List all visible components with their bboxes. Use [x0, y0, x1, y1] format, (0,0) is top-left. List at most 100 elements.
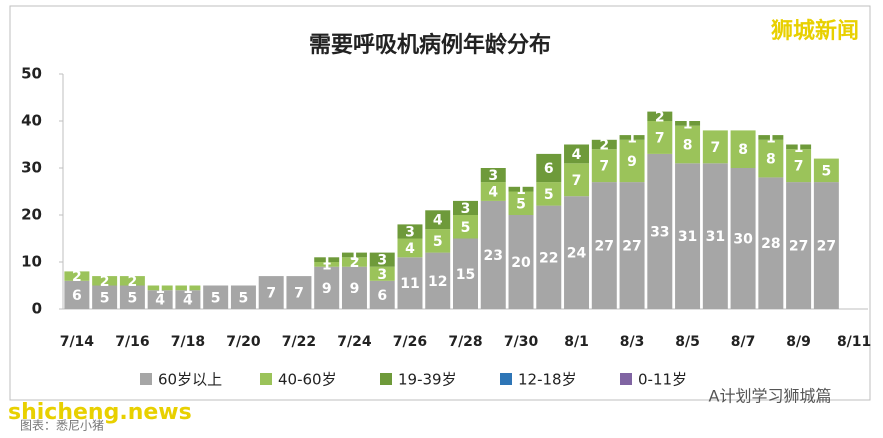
data-label: 8: [683, 138, 693, 154]
bar-segment: [647, 153, 673, 309]
data-label: 3: [377, 267, 387, 283]
legend-swatch: [260, 373, 272, 385]
data-label: 7: [710, 140, 720, 156]
bar-segment: [397, 238, 423, 258]
bar-segment: [453, 215, 478, 239]
bar-segment: [647, 121, 673, 154]
data-label: 5: [239, 290, 249, 306]
bar-segment: [147, 285, 173, 291]
data-label: 5: [128, 290, 138, 306]
bar-segment: [619, 182, 645, 309]
legend-label: 40-60岁: [278, 371, 337, 389]
caption: 图表：悉尼小猪: [20, 419, 104, 433]
data-label: 7: [572, 173, 582, 189]
data-label: 7: [655, 130, 665, 146]
data-label: 2: [599, 138, 609, 154]
data-label: 24: [567, 246, 587, 262]
data-label: 7: [794, 159, 804, 175]
bar-segment: [702, 163, 728, 309]
bar-segment: [314, 262, 340, 267]
bar-segment: [675, 163, 701, 309]
bar-segment: [619, 139, 645, 183]
data-label: 1: [627, 130, 637, 146]
bar-segment: [786, 144, 812, 150]
data-label: 31: [678, 229, 697, 245]
x-tick-label: 7/14: [60, 334, 95, 350]
bar-segment: [175, 285, 201, 291]
data-label: 27: [622, 239, 641, 255]
data-label: 27: [595, 239, 614, 255]
data-label: 2: [72, 269, 82, 285]
bar-segment: [730, 168, 756, 309]
legend-swatch: [140, 373, 152, 385]
bar-segment: [341, 257, 367, 267]
bar-segment: [147, 290, 173, 309]
bar-segment: [508, 215, 534, 309]
y-tick-label: 20: [21, 206, 42, 224]
bar-segment: [647, 111, 673, 121]
legend-swatch: [380, 373, 392, 385]
bar-segment: [258, 276, 284, 309]
data-label: 1: [350, 248, 360, 264]
bar-segment: [508, 186, 534, 192]
bar-segment: [369, 252, 395, 267]
data-label: 3: [461, 201, 471, 217]
x-tick-label: 8/1: [564, 334, 589, 350]
data-label: 6: [72, 288, 82, 304]
bar-segment: [453, 200, 478, 215]
x-tick-label: 7/22: [282, 334, 316, 350]
bar-segment: [564, 144, 590, 164]
bar-segment: [508, 191, 534, 215]
bar-segment: [230, 285, 256, 309]
data-label: 4: [405, 241, 415, 257]
data-label: 4: [183, 293, 193, 309]
bar-segment: [119, 276, 145, 286]
bar-segment: [64, 271, 90, 281]
y-tick-label: 40: [21, 112, 42, 130]
bar-segment: [591, 149, 617, 183]
legend-label: 12-18岁: [518, 371, 577, 389]
data-label: 7: [294, 286, 304, 302]
bar-segment: [564, 196, 590, 309]
bar-segment: [619, 135, 645, 140]
y-tick-label: 10: [21, 253, 42, 271]
bar-segment: [175, 290, 201, 309]
data-label: 9: [322, 281, 332, 297]
bar-segment: [730, 130, 756, 168]
x-tick-label: 7/30: [504, 334, 539, 350]
bar-segment: [480, 200, 506, 309]
data-label: 3: [405, 224, 415, 240]
x-tick-label: 7/26: [393, 334, 427, 350]
x-tick-label: 8/3: [620, 334, 645, 350]
watermark: 狮城新闻: [771, 18, 859, 44]
bar-segment: [591, 182, 617, 309]
bar-segment: [286, 276, 312, 309]
bar-segment: [536, 182, 562, 206]
legend-swatch: [500, 373, 512, 385]
bar-segment: [92, 276, 118, 286]
bar-segment: [480, 168, 506, 183]
legend-label: 19-39岁: [398, 371, 457, 389]
data-label: 4: [433, 213, 443, 229]
bar-segment: [758, 139, 784, 178]
data-label: 20: [511, 255, 531, 271]
data-label: 22: [539, 250, 558, 266]
data-label: 2: [350, 255, 360, 271]
bar-segment: [92, 285, 118, 309]
bar-segment: [119, 285, 145, 309]
bar-segment: [758, 135, 784, 140]
x-tick-label: 8/7: [731, 334, 756, 350]
bar-segment: [314, 257, 340, 262]
watermark: shicheng.news: [8, 400, 192, 425]
bar-segment: [425, 252, 451, 309]
y-tick-label: 50: [21, 65, 42, 83]
bar-segment: [813, 158, 839, 183]
chart-title: 需要呼吸机病例年龄分布: [309, 32, 551, 58]
data-label: 2: [655, 109, 665, 125]
data-label: 5: [544, 187, 554, 203]
bar-segment: [480, 182, 506, 201]
y-tick-label: 30: [21, 159, 42, 177]
bar-segment: [453, 238, 478, 309]
data-label: 12: [428, 274, 447, 290]
